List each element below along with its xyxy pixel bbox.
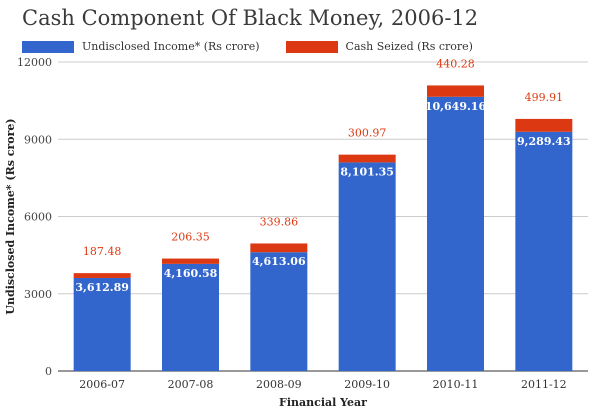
data-label-cash-seized: 440.28: [436, 57, 475, 70]
bar-undisclosed-income[interactable]: [427, 96, 484, 372]
data-label-cash-seized: 339.86: [260, 215, 299, 228]
bar-undisclosed-income[interactable]: [338, 162, 396, 371]
legend-label-undisclosed-income: Undisclosed Income* (Rs crore): [82, 40, 260, 53]
legend-swatch-cash-seized: [285, 40, 338, 53]
x-axis-title: Financial Year: [279, 396, 367, 409]
data-label-cash-seized: 206.35: [171, 231, 210, 244]
x-tick-label: 2011-12: [521, 378, 567, 391]
data-label-cash-seized: 187.48: [83, 245, 122, 258]
legend-item-undisclosed-income[interactable]: Undisclosed Income* (Rs crore): [22, 40, 260, 53]
data-label-undisclosed-income: 3,612.89: [75, 281, 129, 294]
y-tick-label: 3000: [24, 288, 52, 301]
bar-undisclosed-income[interactable]: [162, 263, 219, 371]
x-tick-label: 2008-09: [256, 378, 302, 391]
bar-undisclosed-income[interactable]: [73, 277, 131, 371]
y-tick-label: 0: [45, 365, 52, 378]
data-label-cash-seized: 300.97: [348, 127, 387, 140]
x-tick-label: 2006-07: [79, 378, 125, 391]
bar-undisclosed-income[interactable]: [250, 252, 308, 371]
x-tick-label: 2010-11: [433, 378, 479, 391]
x-tick-label: 2009-10: [344, 378, 390, 391]
data-label-undisclosed-income: 9,289.43: [517, 135, 571, 148]
y-tick-label: 6000: [24, 211, 52, 224]
y-axis-title: Undisclosed Income* (Rs crore): [4, 118, 17, 314]
bar-cash-seized[interactable]: [515, 118, 573, 132]
chart-title: Cash Component Of Black Money, 2006-12: [22, 6, 479, 30]
bar-cash-seized[interactable]: [427, 85, 484, 97]
x-tick-label: 2007-08: [168, 378, 214, 391]
data-label-undisclosed-income: 4,160.58: [164, 267, 218, 280]
bar-cash-seized[interactable]: [338, 154, 396, 163]
legend-swatch-undisclosed-income: [22, 40, 74, 53]
bar-cash-seized[interactable]: [73, 273, 131, 278]
y-tick-label: 12000: [17, 56, 52, 69]
bar-cash-seized[interactable]: [250, 243, 308, 253]
data-label-undisclosed-income: 4,613.06: [252, 255, 306, 268]
data-label-undisclosed-income: 8,101.35: [340, 165, 394, 178]
legend-item-cash-seized[interactable]: Cash Seized (Rs crore): [285, 40, 473, 53]
data-label-undisclosed-income: 10,649.16: [425, 100, 487, 113]
legend: Undisclosed Income* (Rs crore) Cash Seiz…: [22, 40, 499, 53]
bar-cash-seized[interactable]: [162, 258, 219, 264]
bar-undisclosed-income[interactable]: [515, 131, 573, 371]
y-tick-label: 9000: [24, 133, 52, 146]
legend-label-cash-seized: Cash Seized (Rs crore): [345, 40, 473, 53]
data-label-cash-seized: 499.91: [525, 91, 564, 104]
